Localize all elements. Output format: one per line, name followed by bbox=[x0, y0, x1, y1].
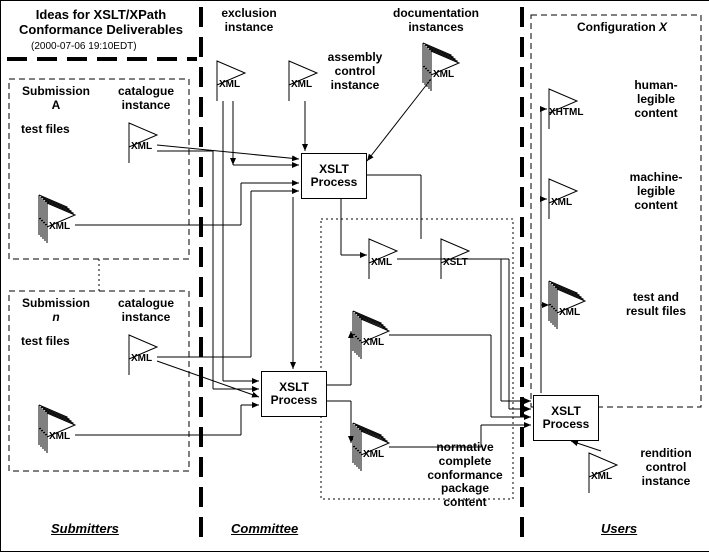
hdr-exclusion: exclusion instance bbox=[215, 7, 283, 35]
subN-catalogue: catalogue instance bbox=[111, 297, 181, 325]
fmt-xslt-1: XSLT bbox=[443, 257, 468, 269]
fmt-xml-5: XML bbox=[49, 221, 70, 233]
user-rendition: rendition control instance bbox=[631, 447, 701, 488]
process-1: XSLT Process bbox=[301, 153, 367, 199]
fmt-xml-9: XML bbox=[363, 337, 384, 349]
subA-files: test files bbox=[21, 123, 70, 137]
subN-files: test files bbox=[21, 335, 70, 349]
fmt-xml-11: XML bbox=[551, 197, 572, 209]
fmt-xml-1: XML bbox=[219, 79, 240, 91]
hdr-configx: Configuration X bbox=[577, 21, 667, 35]
hdr-assembly: assembly control instance bbox=[321, 51, 389, 92]
fmt-xml-4: XML bbox=[131, 141, 152, 153]
normative-label: normative complete conformance package c… bbox=[417, 441, 513, 510]
fmt-xhtml: XHTML bbox=[549, 107, 583, 119]
fmt-xml-2: XML bbox=[291, 79, 312, 91]
fmt-xml-6: XML bbox=[131, 353, 152, 365]
section-users: Users bbox=[601, 521, 637, 536]
subA-catalogue: catalogue instance bbox=[111, 85, 181, 113]
title: Ideas for XSLT/XPath Conformance Deliver… bbox=[11, 7, 191, 37]
fmt-xml-8: XML bbox=[371, 257, 392, 269]
fmt-xml-13: XML bbox=[591, 471, 612, 483]
fmt-xml-12: XML bbox=[559, 307, 580, 319]
section-committee: Committee bbox=[231, 521, 298, 536]
user-human: human- legible content bbox=[621, 79, 691, 120]
hdr-documentation: documentation instances bbox=[381, 7, 491, 35]
section-submitters: Submitters bbox=[51, 521, 119, 536]
subN-title: Submissionn bbox=[15, 297, 97, 325]
user-machine: machine- legible content bbox=[621, 171, 691, 212]
user-tests: test and result files bbox=[621, 291, 691, 319]
process-2: XSLT Process bbox=[261, 371, 327, 417]
subtitle: (2000-07-06 19:10EDT) bbox=[31, 41, 137, 52]
fmt-xml-7: XML bbox=[49, 431, 70, 443]
process-3: XSLT Process bbox=[533, 395, 599, 441]
fmt-xml-3: XML bbox=[433, 69, 454, 81]
subA-title: Submission A bbox=[15, 85, 97, 113]
fmt-xml-10: XML bbox=[363, 449, 384, 461]
